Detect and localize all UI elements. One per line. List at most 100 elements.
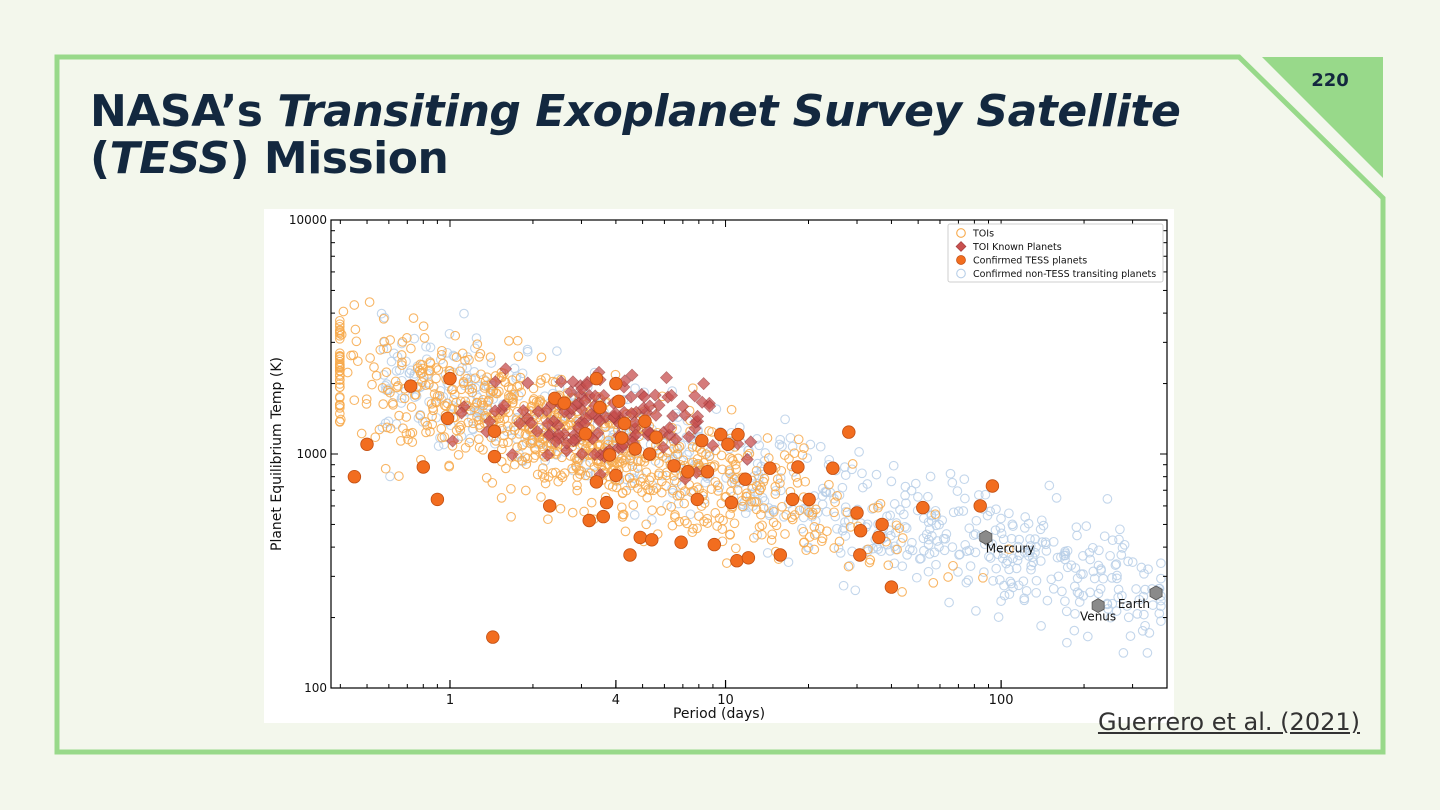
toi-point — [726, 404, 737, 415]
nontess-point — [984, 551, 994, 562]
toi-point — [797, 450, 808, 460]
confirmed-point — [721, 437, 735, 452]
toi-point — [463, 417, 474, 428]
toi-point — [666, 501, 677, 512]
citation-link[interactable]: Guerrero et al. (2021) — [1097, 708, 1360, 736]
toi-point — [381, 367, 392, 378]
toi-known-point — [446, 434, 460, 448]
nontess-point — [847, 464, 857, 475]
toi-point — [451, 352, 462, 363]
confirmed-point — [681, 465, 695, 479]
toi-point — [632, 463, 643, 473]
toi-point — [473, 415, 484, 426]
confirmed-point — [700, 465, 715, 479]
toi-point — [396, 350, 407, 360]
toi-point — [422, 420, 433, 431]
toi-known-point — [652, 398, 666, 412]
toi-point — [496, 493, 507, 503]
nontess-point — [760, 448, 771, 458]
toi-point — [402, 333, 412, 343]
toi-point — [415, 410, 426, 421]
toi-point — [661, 470, 672, 481]
frame-border — [54, 54, 1386, 755]
nontess-point — [1012, 555, 1023, 566]
nontess-point — [888, 460, 899, 471]
nontess-point — [918, 533, 929, 544]
nontess-point — [1002, 556, 1013, 566]
toi-point — [527, 438, 538, 448]
toi-point — [349, 300, 360, 310]
confirmed-point — [609, 376, 623, 391]
confirmed-point — [557, 396, 572, 410]
toi-point — [483, 395, 494, 406]
nontess-point — [1035, 524, 1046, 535]
toi-point — [425, 426, 435, 437]
toi-point — [356, 428, 367, 439]
nontess-point — [916, 553, 926, 564]
nontess-point — [522, 344, 533, 355]
toi-point — [507, 375, 518, 385]
toi-point — [751, 504, 762, 515]
y-tick-label: 100 — [304, 681, 327, 695]
nontess-point — [1070, 608, 1080, 619]
nontess-point — [952, 486, 963, 496]
toi-point — [702, 513, 713, 524]
nontess-point — [995, 522, 1006, 533]
toi-known-point — [625, 368, 639, 382]
toi-point — [379, 336, 389, 347]
toi-point — [628, 500, 639, 510]
nontess-point — [948, 507, 959, 518]
toi-point — [894, 523, 905, 534]
nontess-point — [1123, 556, 1133, 567]
toi-point — [567, 507, 578, 518]
nontess-point — [1113, 592, 1124, 603]
y-tick-label: 10000 — [289, 213, 327, 227]
nontess-point — [1025, 534, 1035, 544]
nontess-point — [1088, 566, 1099, 577]
toi-point — [472, 339, 483, 350]
toi-point — [437, 345, 447, 356]
toi-point — [824, 479, 834, 490]
chart-legend: TOIs TOI Known Planets Confirmed TESS plan… — [947, 223, 1164, 283]
confirmed-point — [612, 394, 626, 409]
toi-point — [506, 392, 516, 402]
toi-point — [727, 454, 737, 464]
nontess-point — [815, 441, 826, 452]
toi-point — [721, 558, 732, 568]
toi-point — [535, 378, 546, 388]
nontess-point — [953, 567, 963, 577]
nontess-point — [1131, 584, 1141, 594]
x-axis-label: Period (days) — [673, 706, 765, 722]
nontess-point — [897, 561, 908, 572]
nontess-point — [854, 447, 864, 457]
nontess-point — [1042, 595, 1053, 606]
confirmed-point — [628, 442, 642, 456]
toi-point — [830, 497, 840, 508]
nontess-point — [376, 308, 387, 319]
nontess-point — [1111, 559, 1122, 569]
toi-point — [725, 452, 735, 463]
toi-point — [709, 460, 720, 470]
nontess-point — [1062, 637, 1072, 648]
nontess-point — [910, 478, 921, 489]
toi-point — [365, 353, 375, 363]
toi-point — [572, 456, 583, 467]
toi-point — [334, 399, 345, 410]
nontess-point — [900, 481, 911, 492]
toi-point — [737, 501, 748, 512]
toi-point — [494, 413, 505, 424]
nontess-point — [1098, 573, 1109, 584]
nontess-point — [1107, 573, 1117, 583]
title-italic-1: Transiting Exoplanet Survey Satellite — [277, 86, 1181, 137]
toi-known-point — [691, 409, 705, 423]
nontess-point — [1004, 589, 1015, 600]
nontess-point — [939, 545, 950, 556]
nontess-point — [840, 531, 851, 541]
toi-point — [713, 486, 723, 496]
toi-point — [624, 472, 635, 483]
toi-point — [727, 477, 737, 488]
nontess-point — [947, 477, 958, 488]
nontess-point — [1105, 612, 1116, 623]
nontess-point — [404, 368, 415, 379]
toi-known-point — [663, 421, 677, 435]
